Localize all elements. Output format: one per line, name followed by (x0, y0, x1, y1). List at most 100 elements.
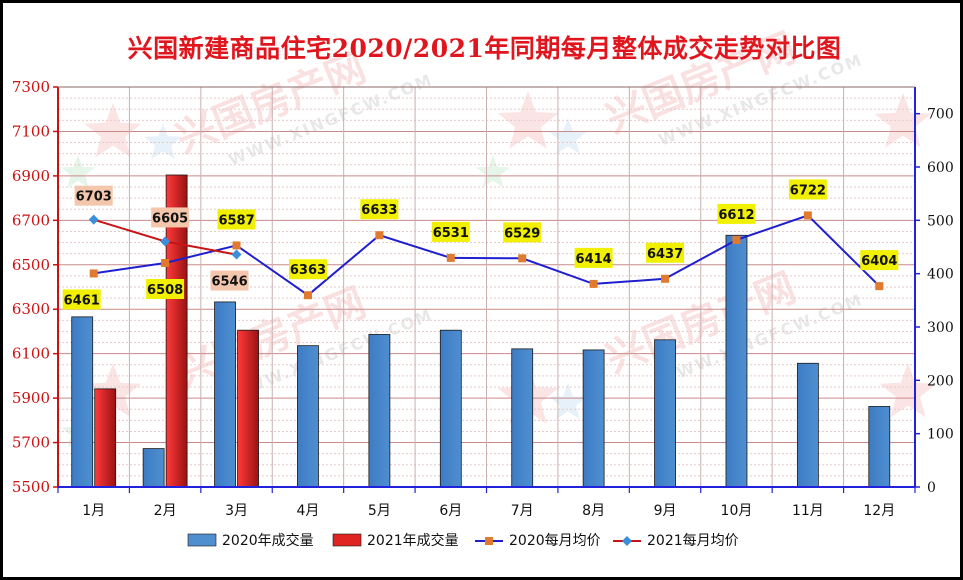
data-label-2020-box (646, 242, 685, 263)
data-label-2020-box (503, 222, 542, 243)
watermark-star (475, 155, 511, 188)
marker-2020 (375, 231, 384, 240)
data-label-2020-box (717, 203, 756, 224)
tick-label-x: 8月 (582, 503, 605, 519)
legend-swatch (332, 533, 362, 547)
tick-label-x: 2月 (154, 503, 177, 519)
data-label-2020: 6508 (147, 283, 183, 298)
data-label-2021: 6546 (211, 275, 247, 290)
marker-2020 (89, 269, 98, 278)
tick-label-x: 7月 (511, 503, 534, 519)
marker-2021 (231, 249, 242, 260)
data-label-2020: 6529 (504, 226, 540, 241)
watermark-star (549, 118, 587, 155)
data-label-2020-box (431, 221, 470, 242)
tick-label-right: 0 (927, 480, 936, 496)
legend-item: 2020每月均价 (475, 533, 601, 549)
tick-label-left: 5900 (12, 389, 50, 407)
data-label-2020: 6612 (718, 208, 754, 223)
data-label-2020-box (288, 259, 327, 280)
bars (71, 174, 891, 488)
data-label-2020-box (146, 279, 185, 299)
data-label-2020: 6722 (790, 183, 826, 198)
data-label-2020-box (860, 250, 899, 271)
tick-label-right: 300 (927, 320, 954, 336)
marker-2020 (661, 274, 670, 283)
tick-label-right: 600 (927, 160, 954, 176)
chart-title: 兴国新建商品住宅2020/2021年同期每月整体成交走势对比图 (127, 34, 842, 63)
legend-label: 2020每月均价 (509, 533, 601, 549)
bar-2020 (511, 348, 534, 488)
bar-2020 (654, 339, 676, 488)
tick-label-left: 7300 (12, 78, 50, 96)
marker-2020 (446, 253, 455, 262)
data-label-2021-box (151, 207, 190, 228)
bar-2020 (297, 345, 319, 488)
tick-label-left: 5500 (12, 478, 50, 496)
marker-2020 (875, 282, 884, 291)
tick-label-left: 7100 (12, 122, 50, 140)
tick-label-x: 9月 (654, 503, 677, 519)
tick-label-left: 6100 (12, 345, 50, 363)
marker-2020 (518, 254, 527, 263)
data-label-2020: 6531 (433, 226, 469, 241)
data-label-2020: 6414 (576, 252, 612, 267)
bar-2020 (725, 234, 748, 488)
tick-label-left: 6300 (12, 300, 50, 318)
data-label-2021-box (210, 270, 249, 291)
marker-2020 (161, 259, 170, 267)
tick-label-x: 4月 (296, 503, 319, 519)
data-label-2020: 6461 (64, 293, 100, 308)
bar-2021 (94, 388, 117, 488)
legend-item: 2021年成交量 (332, 532, 459, 549)
data-label-2020-box (574, 247, 613, 268)
bar-2020 (796, 362, 819, 488)
legend-marker (622, 536, 632, 546)
data-label-2021-box (74, 185, 113, 206)
bar-2020 (214, 301, 236, 488)
watermark-star (879, 363, 937, 418)
bar-2021 (237, 329, 259, 488)
watermark-star (60, 155, 96, 188)
axes: 5500 5700 5900 6100 6300 6500 6700 6900 7100 7300… (12, 78, 954, 519)
bar-2020 (71, 316, 94, 488)
watermark-star (84, 103, 142, 158)
data-label-2021: 6703 (76, 190, 112, 205)
marker-2020 (732, 235, 741, 244)
marker-2021 (88, 214, 99, 225)
legend-label: 2021年成交量 (367, 532, 459, 549)
tick-label-x: 12月 (863, 503, 895, 519)
data-label-2020-box (788, 179, 827, 200)
tick-label-left: 6900 (12, 167, 50, 185)
tick-label-x: 3月 (225, 503, 248, 519)
bar-2020 (368, 334, 391, 488)
tick-label-right: 700 (927, 107, 954, 123)
data-label-2020: 6437 (647, 247, 683, 262)
data-label-2020-box (62, 289, 101, 310)
legend-label: 2020年成交量 (222, 532, 314, 549)
tick-label-x: 5月 (368, 503, 391, 519)
tick-label-right: 400 (927, 267, 954, 283)
gridlines (58, 87, 915, 487)
data-labels: 6461 6508 6587 6363 6633 6531 6529 6414 6437 6612… (62, 179, 899, 310)
tick-label-x: 1月 (82, 503, 105, 519)
tick-label-left: 5700 (12, 434, 50, 452)
data-label-2021: 6605 (152, 211, 188, 226)
data-label-2020-box (360, 199, 399, 220)
bar-2020 (582, 349, 605, 488)
legend-marker (485, 537, 493, 545)
watermark-star (549, 383, 587, 420)
legend-item: 2020年成交量 (187, 532, 314, 549)
legend-label: 2021每月均价 (647, 533, 739, 549)
bar-2020 (439, 329, 462, 488)
tick-label-right: 500 (927, 213, 954, 229)
bar-2020 (142, 448, 165, 488)
data-label-2020: 6404 (861, 254, 897, 269)
tick-label-right: 200 (927, 373, 954, 389)
legend: 2020年成交量 2021年成交量 2020每月均价 2021每月均价 (187, 532, 739, 549)
data-label-2020: 6587 (218, 213, 254, 228)
